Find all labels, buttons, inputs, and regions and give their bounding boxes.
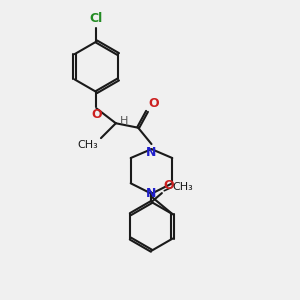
Text: N: N [146,187,157,200]
Text: CH₃: CH₃ [77,140,98,150]
Text: H: H [119,116,128,126]
Text: Cl: Cl [90,12,103,25]
Text: O: O [91,108,102,122]
Text: O: O [148,97,159,110]
Text: O: O [164,178,174,192]
Text: CH₃: CH₃ [172,182,193,192]
Text: N: N [146,146,157,158]
